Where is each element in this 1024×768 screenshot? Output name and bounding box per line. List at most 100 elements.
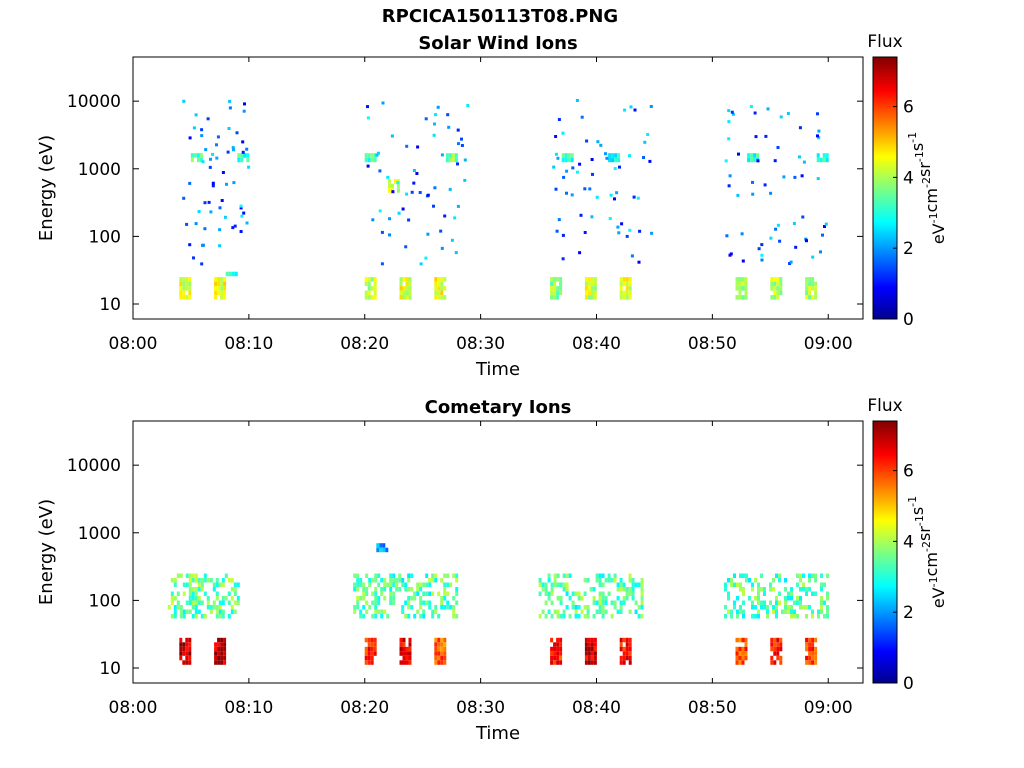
flux-cell (637, 582, 641, 587)
flux-cell (808, 605, 811, 610)
flux-cell (434, 281, 438, 287)
flux-cell (595, 195, 599, 199)
flux-cell (741, 651, 745, 656)
flux-cell (457, 142, 460, 146)
flux-cell (176, 605, 180, 610)
flux-cell (745, 573, 748, 578)
flux-cell (245, 221, 249, 225)
flux-cell (778, 573, 781, 578)
flux-cell (428, 582, 432, 587)
flux-cell (353, 582, 357, 587)
flux-cell (388, 233, 391, 237)
flux-cell (615, 191, 619, 195)
flux-cell (753, 157, 757, 163)
flux-cell (742, 591, 745, 596)
flux-cell (593, 655, 597, 661)
flux-cell (737, 152, 740, 156)
flux-cell (744, 290, 748, 296)
flux-cell (221, 614, 225, 619)
flux-cell (553, 290, 557, 296)
flux-cell (553, 660, 557, 665)
flux-cell (611, 157, 615, 163)
flux-cell (455, 591, 459, 596)
flux-cell (811, 255, 815, 259)
flux-cell (562, 573, 566, 578)
flux-cell (574, 609, 578, 614)
flux-cell (633, 108, 637, 112)
flux-cell (793, 175, 797, 179)
flux-cell (576, 170, 579, 174)
flux-cell (422, 614, 426, 619)
flux-cell (814, 651, 818, 656)
flux-cell (736, 614, 739, 619)
flux-cell (559, 290, 563, 296)
flux-cell (408, 295, 412, 300)
flux-cell (826, 614, 829, 619)
flux-cell (214, 277, 218, 282)
flux-cell (392, 582, 396, 587)
flux-cell (625, 596, 629, 601)
flux-cell (625, 290, 629, 296)
flux-cell (574, 614, 578, 619)
flux-cell (773, 290, 777, 296)
flux-cell (440, 295, 444, 300)
flux-cell (437, 637, 441, 643)
flux-cell (370, 277, 374, 282)
flux-cell (452, 573, 456, 578)
flux-cell (359, 578, 363, 583)
flux-cell (744, 286, 748, 291)
flux-cell (622, 651, 626, 656)
flux-cell (583, 605, 587, 610)
flux-cell (556, 277, 560, 282)
flux-cell (434, 578, 438, 583)
flux-cell (224, 573, 228, 578)
flux-cell (817, 129, 821, 133)
flux-cell (766, 107, 770, 111)
y-tick-label: 1000 (78, 524, 121, 544)
flux-cell (365, 591, 369, 596)
flux-cell (556, 646, 560, 652)
flux-cell (580, 596, 584, 601)
flux-cell (405, 286, 409, 291)
flux-cell (188, 651, 192, 656)
flux-cell (170, 614, 174, 619)
flux-cell (784, 600, 787, 605)
flux-cell (587, 655, 591, 661)
flux-cell (206, 600, 210, 605)
flux-cell (770, 295, 774, 300)
flux-cell (447, 125, 451, 129)
flux-cell (402, 655, 406, 661)
flux-cell (206, 605, 210, 610)
flux-cell (741, 281, 745, 287)
flux-cell (596, 140, 600, 144)
flux-cell (425, 591, 429, 596)
flux-cell (221, 582, 225, 587)
flux-cell (640, 591, 644, 596)
flux-cell (619, 637, 623, 643)
flux-cell (437, 286, 441, 291)
flux-cell (779, 286, 783, 291)
flux-cell (382, 547, 386, 553)
flux-cell (583, 578, 587, 583)
colorbar-tick-label: 0 (903, 310, 914, 330)
flux-cell (568, 573, 572, 578)
flux-cell (824, 222, 828, 226)
flux-cell (419, 596, 423, 601)
flux-cell (366, 164, 370, 168)
flux-cell (763, 600, 766, 605)
flux-cell (237, 157, 241, 163)
flux-cell (194, 591, 198, 596)
flux-cell (218, 614, 222, 619)
flux-cell (437, 295, 441, 300)
flux-cell (770, 277, 774, 282)
flux-cell (182, 196, 186, 200)
flux-cell (212, 605, 216, 610)
flux-cell (826, 605, 829, 610)
flux-cell (728, 253, 732, 257)
flux-cell (561, 157, 565, 163)
flux-cell (584, 290, 588, 296)
flux-cell (391, 190, 395, 194)
flux-cell (805, 660, 809, 665)
flux-cell (398, 587, 402, 592)
